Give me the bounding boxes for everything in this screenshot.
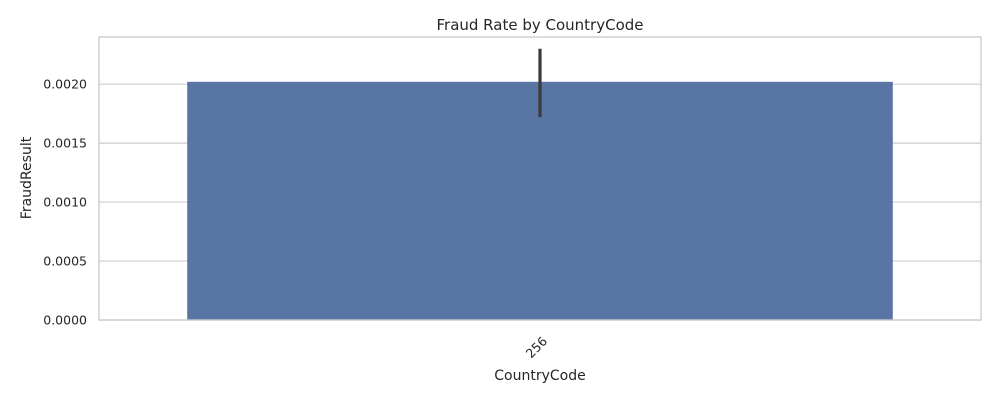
x-tick-label: 256 [523, 333, 551, 361]
y-axis-label: FraudResult [19, 136, 35, 219]
y-tick-labels: 0.0000 0.0005 0.0010 0.0015 0.0020 [43, 77, 87, 328]
y-tick-label: 0.0000 [43, 313, 87, 328]
plot-frame [98, 36, 982, 321]
x-axis-label: CountryCode [494, 368, 585, 384]
y-tick-label: 0.0010 [43, 195, 87, 210]
y-tick-label: 0.0005 [43, 254, 87, 269]
y-tick-label: 0.0015 [43, 136, 87, 151]
chart-title: Fraud Rate by CountryCode [436, 16, 643, 34]
bars [187, 81, 893, 320]
bar [187, 81, 893, 320]
x-tick-labels: 256 [523, 333, 551, 361]
y-tick-label: 0.0020 [43, 77, 87, 92]
